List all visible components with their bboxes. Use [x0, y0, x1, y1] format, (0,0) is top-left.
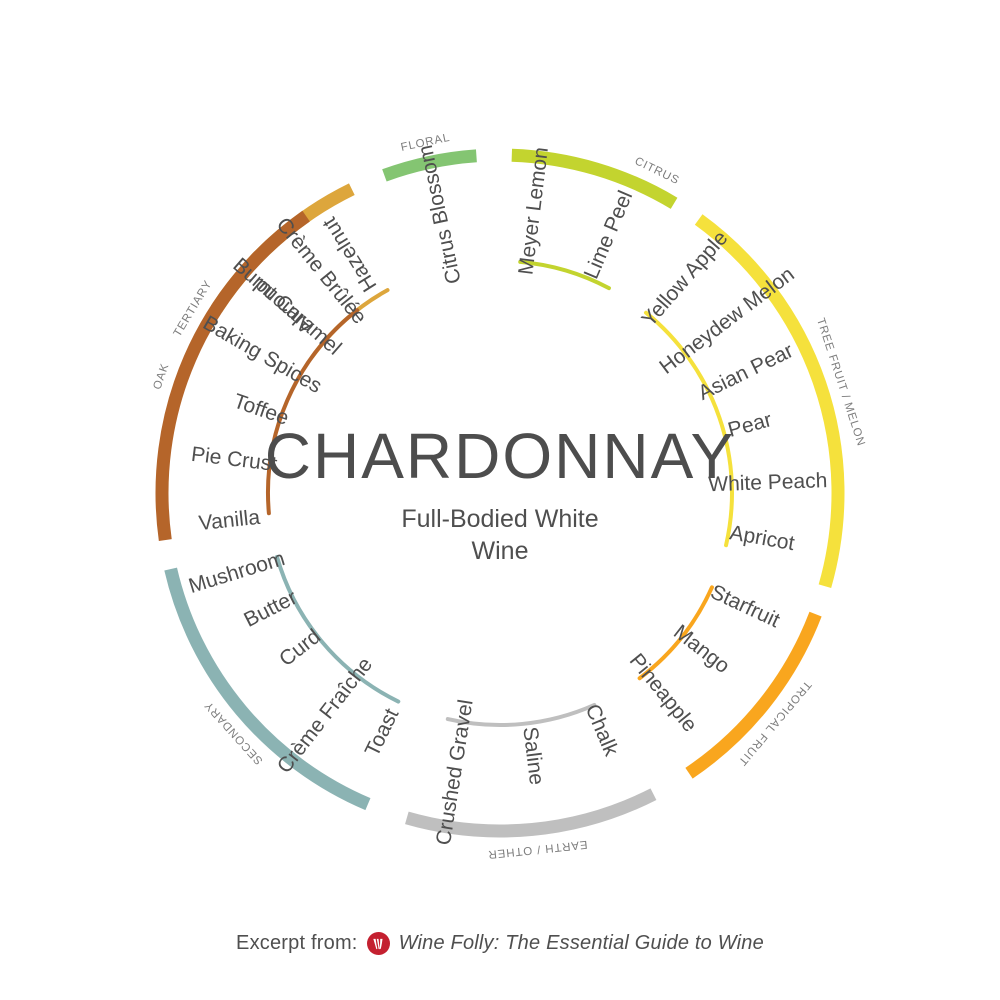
aroma-label-earth-other-0: Chalk: [581, 701, 623, 760]
inner-arc-citrus: [518, 259, 611, 291]
inner-arc-oak: [266, 308, 360, 516]
category-arc-group: [155, 148, 845, 838]
aroma-label-oak-2: Toffee: [230, 390, 291, 430]
aroma-label-oak-0: Vanilla: [198, 506, 262, 535]
footer-prefix: Excerpt from:: [236, 932, 358, 954]
aroma-label-earth-other-1: Saline: [518, 726, 548, 787]
aroma-label-secondary-3: Butter: [240, 586, 300, 632]
footer-book-title: Wine Folly: The Essential Guide to Wine: [398, 932, 764, 954]
aroma-label-tropical-fruit-0: Starfruit: [707, 580, 784, 632]
aroma-label-tree-fruit-melon-3: Pear: [726, 408, 775, 442]
aroma-label-citrus-1: Lime Peel: [580, 187, 638, 282]
footer-attribution: Excerpt from: Wine Folly: The Essential …: [0, 932, 1000, 955]
aroma-label-tree-fruit-melon-4: White Peach: [708, 469, 828, 496]
aroma-label-secondary-2: Curd: [275, 625, 325, 671]
inner-arc-tropical-fruit: [637, 585, 714, 681]
aroma-label-tree-fruit-melon-5: Apricot: [728, 521, 797, 555]
category-arc-secondary: [164, 567, 371, 811]
category-arc-tropical-fruit: [685, 611, 822, 779]
aroma-label-tropical-fruit-2: Pineapple: [625, 649, 702, 736]
category-label-oak: OAK: [151, 362, 171, 391]
category-arc-citrus: [511, 148, 678, 209]
inner-arc-tree-fruit-melon: [644, 310, 734, 548]
aroma-label-secondary-4: Mushroom: [186, 547, 288, 598]
aroma-label-tree-fruit-melon-2: Asian Pear: [695, 339, 797, 405]
aroma-label-tropical-fruit-1: Mango: [669, 620, 734, 678]
category-arc-tree-fruit-melon: [694, 214, 845, 588]
inner-arc-group: [266, 259, 734, 727]
inner-arc-earth-other: [445, 702, 597, 727]
inner-arc-secondary: [274, 554, 401, 704]
aroma-label-secondary-0: Toast: [361, 705, 404, 760]
category-arc-earth-other: [405, 788, 657, 838]
category-arc-oak: [155, 210, 310, 541]
aroma-label-citrus-0: Meyer Lemon: [514, 146, 552, 276]
aroma-label-oak-1: Pie Crust: [190, 443, 279, 476]
aroma-label-secondary-1: Crème Fraîche: [273, 653, 377, 778]
wine-folly-logo: [366, 932, 390, 955]
aroma-label-floral-0: Citrus Blossom: [414, 143, 466, 286]
category-label-earth-other: EARTH / OTHER: [487, 838, 588, 860]
category-arc-floral: [382, 149, 477, 182]
